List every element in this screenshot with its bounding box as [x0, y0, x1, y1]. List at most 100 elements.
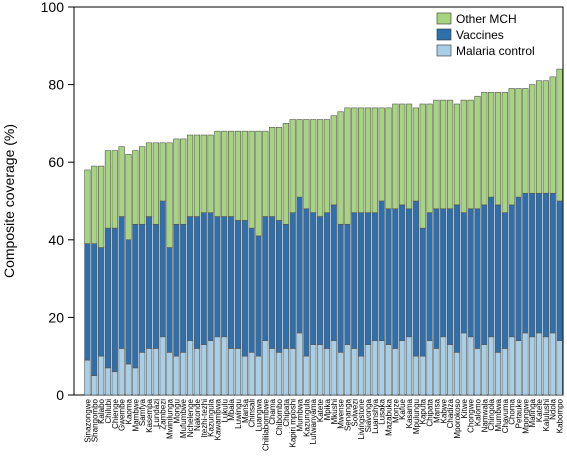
bar-25-other-mch — [248, 130, 255, 229]
bar-19-malaria-control — [207, 340, 214, 396]
x-tick-label-59: Namwala — [480, 398, 489, 432]
x-tick-label-46: Monze — [391, 398, 400, 423]
x-tick-label-7: Kaoma — [124, 398, 133, 424]
bar-59-malaria-control — [481, 344, 488, 396]
bar-1-vaccines — [84, 243, 91, 361]
bar-43-malaria-control — [371, 340, 378, 396]
bar-31-vaccines — [289, 212, 296, 349]
bar-24-vaccines — [241, 220, 248, 357]
bar-21-other-mch — [221, 130, 228, 217]
bar-39-malaria-control — [344, 344, 351, 396]
bar-19-vaccines — [207, 212, 214, 341]
bar-61-vaccines — [494, 204, 502, 353]
bar-38-malaria-control — [337, 352, 344, 396]
bar-9-vaccines — [139, 223, 146, 353]
bar-16-malaria-control — [186, 340, 194, 396]
bar-44-vaccines — [378, 200, 385, 341]
bar-46-vaccines — [392, 208, 399, 349]
x-tick-label-55: Mporokoso — [453, 398, 462, 438]
bar-47-vaccines — [399, 204, 406, 341]
bar-58-vaccines — [474, 208, 481, 349]
bar-70-other-mch — [556, 68, 563, 202]
bar-17-vaccines — [193, 216, 201, 349]
bar-28-other-mch — [269, 126, 276, 217]
x-tick-label-53: Kabwe — [439, 398, 448, 423]
x-tick-label-32: Mumbwa — [296, 398, 305, 431]
bar-42-malaria-control — [364, 344, 372, 396]
x-tick-label-48: Kasama — [405, 398, 414, 428]
bar-37-other-mch — [330, 115, 337, 206]
x-tick-label-65: Mpongwe — [521, 398, 530, 433]
x-tick-label-50: Kaputa — [419, 398, 428, 424]
x-tick-label-70: Kabompo — [556, 398, 565, 433]
bar-50-vaccines — [419, 227, 426, 357]
bar-28-vaccines — [269, 216, 276, 349]
bar-27-vaccines — [262, 216, 269, 341]
bar-38-vaccines — [337, 223, 344, 353]
bar-13-other-mch — [166, 142, 173, 248]
bar-66-other-mch — [529, 84, 536, 194]
bar-65-other-mch — [522, 88, 529, 194]
bar-51-other-mch — [426, 103, 433, 213]
bar-48-vaccines — [405, 208, 413, 338]
bar-50-malaria-control — [419, 355, 426, 396]
bar-57-malaria-control — [467, 336, 474, 396]
bar-32-other-mch — [296, 119, 303, 198]
bar-12-other-mch — [159, 142, 166, 202]
bar-62-malaria-control — [501, 348, 508, 396]
bar-41-malaria-control — [358, 355, 365, 396]
x-tick-label-9: Samfya — [138, 398, 147, 426]
x-tick-label-25: Chinsali — [248, 399, 257, 428]
bar-16-vaccines — [186, 216, 194, 341]
bar-69-other-mch — [549, 76, 556, 194]
legend-swatch-malaria-control — [436, 44, 452, 57]
bar-41-vaccines — [358, 212, 365, 357]
bar-11-vaccines — [152, 223, 159, 349]
x-tick-label-67: Katete — [535, 398, 544, 422]
bar-45-malaria-control — [385, 344, 392, 396]
y-tick-label-0: 0 — [56, 387, 64, 403]
bar-31-other-mch — [289, 119, 296, 213]
bar-65-vaccines — [522, 192, 529, 334]
bar-68-malaria-control — [542, 336, 549, 396]
bar-33-vaccines — [303, 208, 310, 357]
x-tick-label-22: Mbala — [227, 398, 236, 420]
bar-29-vaccines — [275, 220, 283, 353]
bar-21-vaccines — [221, 216, 228, 338]
x-tick-label-64: Petauke — [515, 398, 524, 428]
bar-32-vaccines — [296, 196, 303, 334]
bar-57-other-mch — [467, 99, 474, 210]
x-tick-label-41: Livingstone — [357, 398, 366, 439]
bar-60-malaria-control — [488, 336, 495, 396]
bar-21-malaria-control — [221, 336, 228, 396]
bar-6-vaccines — [118, 216, 125, 349]
bar-53-other-mch — [440, 99, 447, 210]
bar-42-other-mch — [364, 107, 372, 213]
bar-8-vaccines — [132, 223, 139, 369]
bar-58-malaria-control — [474, 348, 481, 396]
bar-19-other-mch — [207, 134, 214, 213]
bar-54-vaccines — [446, 208, 454, 345]
bar-44-malaria-control — [378, 340, 385, 396]
x-tick-label-30: Chipata — [282, 398, 291, 426]
bar-30-malaria-control — [282, 348, 289, 396]
bar-24-other-mch — [241, 130, 248, 221]
bar-8-other-mch — [132, 150, 139, 225]
legend-swatch-vaccines — [436, 28, 452, 41]
bar-63-malaria-control — [508, 336, 515, 396]
bar-23-other-mch — [234, 130, 242, 221]
bar-26-vaccines — [255, 235, 262, 357]
x-tick-label-5: Chienge — [111, 398, 120, 428]
bar-37-malaria-control — [330, 340, 337, 396]
legend-label-other-mch: Other MCH — [456, 12, 517, 26]
y-tick-label-20: 20 — [48, 309, 64, 325]
bar-43-vaccines — [371, 212, 378, 341]
bar-6-malaria-control — [118, 348, 125, 396]
bar-48-other-mch — [405, 103, 413, 210]
x-tick-label-61: Mumbwa — [494, 398, 503, 431]
bar-15-vaccines — [180, 223, 187, 353]
bar-1-malaria-control — [84, 359, 91, 396]
bar-41-other-mch — [358, 107, 365, 213]
bar-26-other-mch — [255, 130, 262, 237]
